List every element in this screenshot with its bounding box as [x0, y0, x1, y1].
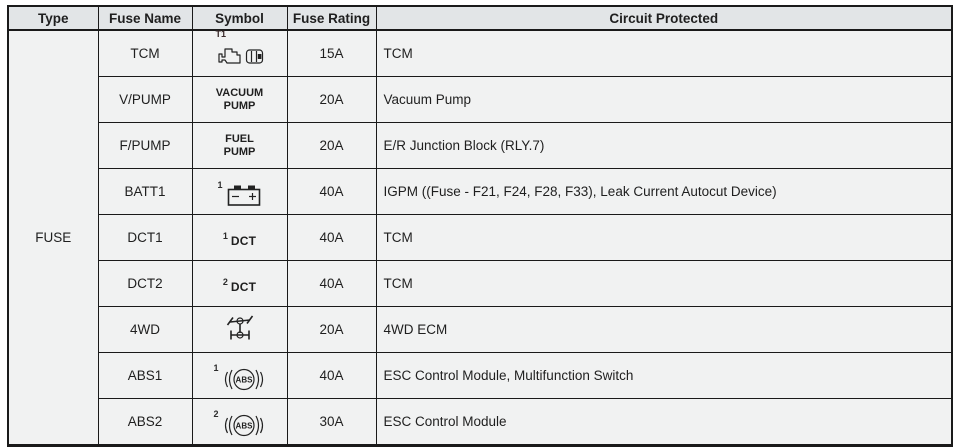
symbol-superscript: 2	[222, 277, 228, 287]
col-header-type: Type	[7, 5, 99, 31]
fuse-rating-cell: 40A	[286, 260, 377, 307]
symbol-text: DCT	[230, 234, 257, 248]
symbol-cell: 2 ABS	[191, 398, 288, 446]
fuse-rating-cell: 20A	[286, 76, 377, 123]
svg-text:ABS: ABS	[235, 375, 253, 384]
symbol-text: FUEL PUMP	[223, 132, 256, 158]
battery-icon	[226, 183, 262, 208]
table-row-tcm: FUSE TCM T1	[7, 29, 953, 446]
svg-text:ABS: ABS	[235, 421, 253, 430]
symbol-cell: 1	[191, 168, 288, 215]
circuit-cell: ESC Control Module	[375, 398, 953, 446]
symbol-cell	[191, 306, 288, 353]
table-row-abs2: ABS2 2 ABS 30A	[8, 398, 953, 446]
circuit-cell: IGPM ((Fuse - F21, F24, F28, F33), Leak …	[375, 168, 953, 215]
fuse-rating-cell: 20A	[286, 122, 377, 169]
fuse-table-container: Type Fuse Name Symbol Fuse Rating Circui…	[7, 5, 953, 447]
circuit-cell: TCM	[375, 29, 953, 77]
engine-icon	[216, 47, 242, 66]
symbol-cell: T1	[191, 29, 288, 77]
fuse-table: Type Fuse Name Symbol Fuse Rating Circui…	[7, 5, 953, 447]
table-row-fpump: F/PUMP FUEL PUMP 20A E/R Junction Block …	[8, 122, 953, 169]
symbol-text: VACUUM PUMP	[215, 86, 264, 112]
symbol-superscript: T1	[215, 29, 227, 39]
abs-icon: ABS	[222, 366, 266, 393]
circuit-cell: ESC Control Module, Multifunction Switch	[375, 352, 953, 399]
fuse-rating-cell: 30A	[286, 398, 377, 446]
col-header-symbol: Symbol	[191, 5, 288, 31]
symbol-superscript: 1	[222, 231, 228, 241]
table-row-dct1: DCT1 1 DCT 40A TCM	[8, 214, 953, 261]
symbol-superscript: 1	[217, 179, 223, 190]
fuse-rating-cell: 40A	[286, 214, 377, 261]
col-header-fuse-name: Fuse Name	[97, 5, 193, 31]
symbol-superscript: 2	[213, 408, 219, 419]
fuse-rating-cell: 15A	[286, 29, 377, 77]
table-row-batt1: BATT1 1 40A	[8, 168, 953, 215]
fuse-name-cell: TCM	[97, 29, 193, 77]
fuse-rating-cell: 40A	[286, 168, 377, 215]
symbol-cell: VACUUM PUMP	[191, 76, 288, 123]
fuse-name-cell: 4WD	[97, 306, 193, 353]
fuse-rating-cell: 40A	[286, 352, 377, 399]
circuit-cell: TCM	[375, 214, 953, 261]
table-row-abs1: ABS1 1 ABS 40A	[8, 352, 953, 399]
symbol-cell: FUEL PUMP	[191, 122, 288, 169]
symbol-cell: 1 DCT	[191, 214, 288, 261]
fuse-name-cell: DCT1	[97, 214, 193, 261]
fuse-name-cell: ABS1	[97, 352, 193, 399]
table-row-4wd: 4WD	[8, 306, 953, 353]
4wd-drivetrain-icon	[225, 315, 255, 342]
type-cell: FUSE	[7, 29, 99, 446]
header-row: Type Fuse Name Symbol Fuse Rating Circui…	[7, 5, 953, 31]
circuit-cell: E/R Junction Block (RLY.7)	[375, 122, 953, 169]
fuse-name-cell: F/PUMP	[97, 122, 193, 169]
fuse-name-cell: ABS2	[97, 398, 193, 446]
table-row-vpump: V/PUMP VACUUM PUMP 20A Vacuum Pump	[8, 76, 953, 123]
circuit-cell: Vacuum Pump	[375, 76, 953, 123]
fuse-rating-cell: 20A	[286, 306, 377, 353]
circuit-cell: TCM	[375, 260, 953, 307]
fuse-name-cell: BATT1	[97, 168, 193, 215]
col-header-circuit-protected: Circuit Protected	[375, 5, 953, 31]
symbol-superscript: 1	[213, 362, 219, 373]
symbol-cell: 1 ABS	[191, 352, 288, 399]
symbol-cell: 2 DCT	[191, 260, 288, 307]
table-row-dct2: DCT2 2 DCT 40A TCM	[8, 260, 953, 307]
symbol-text: DCT	[230, 280, 257, 294]
circuit-cell: 4WD ECM	[375, 306, 953, 353]
col-header-fuse-rating: Fuse Rating	[286, 5, 377, 31]
fuse-name-cell: V/PUMP	[97, 76, 193, 123]
fuse-name-cell: DCT2	[97, 260, 193, 307]
gearbox-icon	[245, 48, 264, 65]
